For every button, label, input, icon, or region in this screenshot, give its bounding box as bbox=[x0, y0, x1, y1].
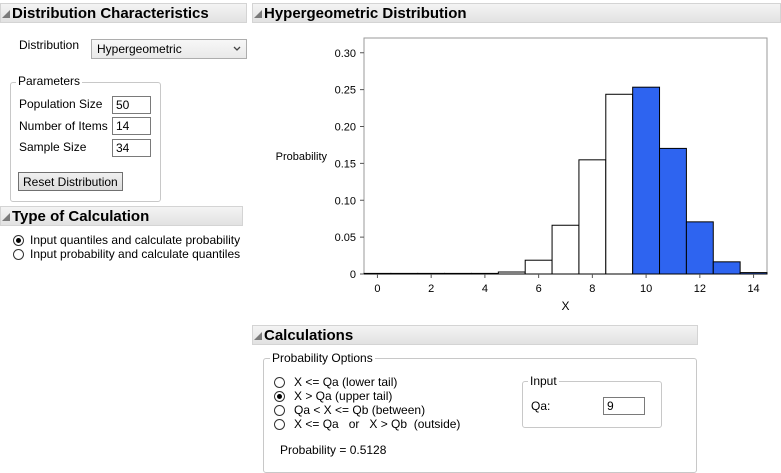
section-title: Distribution Characteristics bbox=[12, 5, 209, 22]
input-group bbox=[522, 381, 662, 428]
y-tick-label: 0.10 bbox=[335, 195, 356, 207]
bar bbox=[659, 147, 687, 275]
x-tick-label: 4 bbox=[482, 283, 488, 295]
radio-between-label[interactable]: Qa < X <= Qb (between) bbox=[294, 403, 426, 417]
qa-label: Qa: bbox=[531, 399, 551, 413]
radio-upper-tail-label[interactable]: X > Qa (upper tail) bbox=[294, 389, 393, 403]
population-size-input[interactable]: 50 bbox=[112, 96, 151, 114]
x-tick-label: 14 bbox=[747, 283, 759, 295]
radio-selected-dot bbox=[16, 238, 21, 243]
radio-input-probability[interactable] bbox=[13, 249, 24, 260]
x-tick-label: 6 bbox=[536, 283, 542, 295]
bar bbox=[470, 272, 499, 275]
section-title: Calculations bbox=[264, 327, 354, 344]
x-tick-label: 0 bbox=[374, 283, 380, 295]
y-tick-label: 0.05 bbox=[335, 232, 356, 244]
radio-input-probability-label[interactable]: Input probability and calculate quantile… bbox=[30, 247, 241, 261]
x-tick-label: 8 bbox=[589, 283, 595, 295]
reset-distribution-button[interactable]: Reset Distribution bbox=[18, 172, 123, 191]
disclosure-triangle-icon[interactable] bbox=[2, 211, 10, 221]
radio-upper-tail[interactable] bbox=[274, 391, 285, 402]
distribution-characteristics-header[interactable]: Distribution Characteristics bbox=[0, 3, 247, 23]
hypergeometric-distribution-header[interactable]: Hypergeometric Distribution bbox=[252, 3, 781, 23]
radio-lower-tail-label[interactable]: X <= Qa (lower tail) bbox=[294, 375, 398, 389]
x-tick-label: 10 bbox=[640, 283, 652, 295]
input-legend: Input bbox=[528, 374, 559, 388]
distribution-label: Distribution bbox=[19, 38, 80, 52]
distribution-select-value: Hypergeometric bbox=[97, 42, 182, 56]
bar bbox=[417, 272, 446, 275]
radio-outside-label[interactable]: X <= Qa or X > Qb (outside) bbox=[294, 417, 461, 431]
x-tick-label: 2 bbox=[428, 283, 434, 295]
disclosure-triangle-icon[interactable] bbox=[2, 8, 10, 18]
radio-lower-tail[interactable] bbox=[274, 377, 285, 388]
population-size-label: Population Size bbox=[19, 97, 103, 111]
probability-options-legend: Probability Options bbox=[270, 351, 375, 365]
radio-input-quantiles-label[interactable]: Input quantiles and calculate probabilit… bbox=[30, 233, 241, 247]
bar bbox=[363, 272, 392, 275]
sample-size-input[interactable]: 34 bbox=[112, 139, 151, 157]
x-axis-label: X bbox=[561, 299, 569, 313]
type-of-calculation-header[interactable]: Type of Calculation bbox=[0, 206, 243, 226]
probability-result: Probability = 0.5128 bbox=[280, 443, 387, 457]
bar bbox=[524, 259, 553, 275]
qa-input[interactable]: 9 bbox=[603, 397, 645, 415]
bar bbox=[685, 221, 714, 275]
bar bbox=[578, 159, 607, 275]
bar bbox=[444, 272, 472, 275]
radio-selected-dot bbox=[277, 394, 282, 399]
bar bbox=[632, 86, 661, 275]
chevron-down-icon bbox=[233, 46, 241, 51]
parameters-legend: Parameters bbox=[16, 74, 83, 88]
calculations-header[interactable]: Calculations bbox=[252, 325, 698, 345]
y-tick-label: 0.15 bbox=[335, 158, 356, 170]
radio-outside[interactable] bbox=[274, 419, 285, 430]
bar bbox=[497, 271, 526, 275]
number-of-items-input[interactable]: 14 bbox=[112, 117, 151, 135]
section-title: Type of Calculation bbox=[12, 208, 150, 225]
y-tick-label: 0.20 bbox=[335, 122, 356, 134]
x-tick-label: 12 bbox=[694, 283, 706, 295]
number-of-items-label: Number of Items bbox=[19, 119, 108, 133]
bar bbox=[551, 224, 580, 275]
sample-size-label: Sample Size bbox=[19, 140, 87, 154]
distribution-select[interactable]: Hypergeometric bbox=[91, 39, 247, 59]
y-axis-label: Probability bbox=[276, 151, 328, 163]
bar bbox=[605, 93, 634, 275]
disclosure-triangle-icon[interactable] bbox=[254, 8, 262, 18]
radio-between[interactable] bbox=[274, 405, 285, 416]
bar bbox=[712, 261, 741, 275]
disclosure-triangle-icon[interactable] bbox=[254, 330, 262, 340]
y-tick-label: 0 bbox=[350, 269, 356, 281]
bar bbox=[739, 272, 768, 275]
radio-input-quantiles[interactable] bbox=[13, 235, 24, 246]
parameters-group bbox=[10, 82, 161, 202]
y-tick-label: 0.25 bbox=[335, 85, 356, 97]
section-title: Hypergeometric Distribution bbox=[264, 5, 467, 22]
bar bbox=[390, 272, 419, 275]
y-tick-label: 0.30 bbox=[335, 48, 356, 60]
distribution-chart[interactable]: 0 0.05 0.10 0.15 0.20 0.25 0.30 0 2 4 6 8 10 12 14 Prob… bbox=[0, 0, 781, 320]
